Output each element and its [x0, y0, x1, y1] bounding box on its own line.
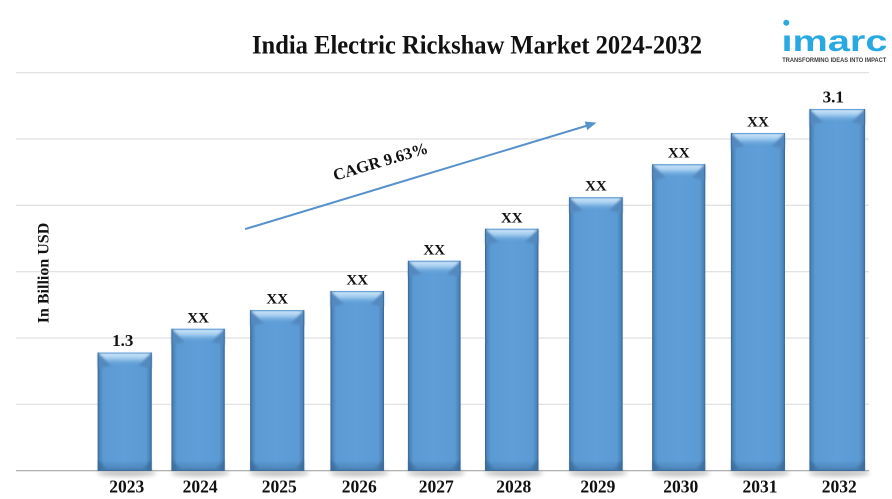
svg-text:TRANSFORMING IDEAS INTO IMPACT: TRANSFORMING IDEAS INTO IMPACT	[782, 57, 886, 64]
svg-text:2032: 2032	[822, 477, 857, 497]
svg-text:2024: 2024	[183, 477, 218, 497]
svg-text:2028: 2028	[496, 477, 531, 497]
svg-text:XX: XX	[423, 242, 445, 258]
svg-text:XX: XX	[585, 179, 607, 195]
svg-text:1.3: 1.3	[112, 331, 133, 350]
svg-text:2030: 2030	[663, 477, 698, 497]
svg-text:2025: 2025	[262, 477, 297, 497]
svg-text:XX: XX	[266, 292, 288, 308]
svg-text:2026: 2026	[342, 477, 377, 497]
svg-text:3.1: 3.1	[823, 88, 844, 107]
svg-text:XX: XX	[501, 210, 523, 226]
svg-text:XX: XX	[668, 146, 690, 162]
svg-text:2029: 2029	[580, 477, 615, 497]
svg-text:XX: XX	[187, 310, 209, 326]
svg-text:ımarc: ımarc	[782, 25, 888, 58]
svg-text:2031: 2031	[743, 477, 778, 497]
svg-text:XX: XX	[346, 273, 368, 289]
svg-text:XX: XX	[747, 115, 769, 131]
svg-text:2027: 2027	[419, 477, 454, 497]
svg-text:2023: 2023	[109, 477, 144, 497]
svg-text:In Billion USD: In Billion USD	[36, 223, 53, 323]
svg-text:India Electric Rickshaw Market: India Electric Rickshaw Market 2024-2032	[252, 31, 702, 60]
